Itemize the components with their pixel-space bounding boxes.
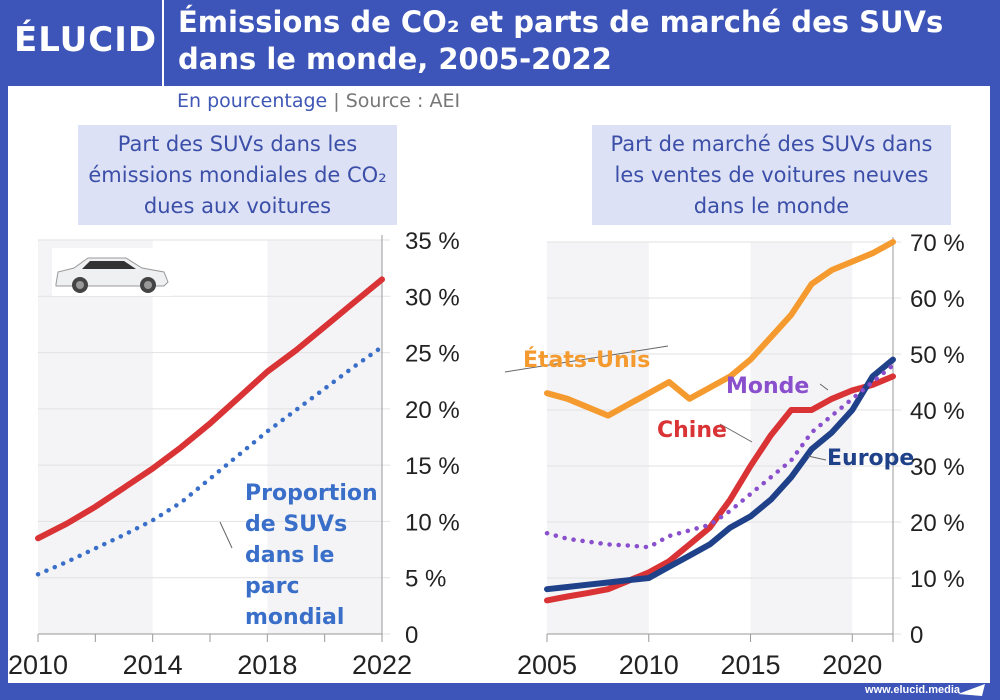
left-chart-title: Part des SUVs dans les émissions mondial… bbox=[78, 125, 397, 225]
footer-logo-icon bbox=[958, 684, 985, 696]
leader-line bbox=[504, 345, 669, 373]
y-tick-label: 30 % bbox=[910, 454, 965, 481]
background-band bbox=[547, 242, 649, 634]
label-chine: Chine bbox=[657, 418, 727, 443]
x-tick-label: 2010 bbox=[619, 650, 679, 680]
series-line-proportion-de-suvs-dans-le-parc-mondial bbox=[35, 344, 385, 577]
y-tick-label: 20 % bbox=[910, 510, 965, 537]
background-band bbox=[267, 240, 382, 634]
series-line--tats-unis bbox=[544, 239, 896, 419]
label-etats-unis: États-Unis bbox=[523, 348, 651, 373]
series-line-monde bbox=[544, 362, 896, 550]
y-tick-label: 20 % bbox=[405, 397, 460, 424]
label-monde: Monde bbox=[726, 374, 810, 399]
background-band bbox=[38, 240, 153, 634]
y-tick-label: 35 % bbox=[405, 228, 460, 255]
x-tick-label: 2005 bbox=[517, 650, 577, 680]
y-tick-label: 10 % bbox=[405, 509, 460, 536]
leader-line bbox=[819, 383, 829, 391]
x-tick-label: 2018 bbox=[237, 650, 297, 680]
label-europe: Europe bbox=[827, 446, 915, 471]
x-tick-label: 2010 bbox=[8, 650, 68, 680]
label-proportion: Proportion de SUVs dans le parc mondial bbox=[245, 481, 378, 630]
header-divider bbox=[162, 0, 164, 86]
y-tick-label: 40 % bbox=[910, 398, 965, 425]
y-tick-label: 60 % bbox=[910, 286, 965, 313]
y-tick-label: 50 % bbox=[910, 342, 965, 369]
subtitle-separator: | bbox=[333, 90, 340, 112]
y-tick-label: 25 % bbox=[405, 341, 460, 368]
subtitle-unit: En pourcentage bbox=[177, 90, 328, 112]
page-title: Émissions de CO₂ et parts de marché des … bbox=[178, 4, 943, 78]
elucid-logo: ÉLUCID bbox=[14, 20, 158, 60]
x-tick-label: 2014 bbox=[123, 650, 183, 680]
y-tick-label: 10 % bbox=[910, 566, 965, 593]
subtitle-source: Source : AEI bbox=[345, 90, 461, 112]
y-tick-label: 0 bbox=[910, 622, 923, 649]
leader-line bbox=[807, 455, 827, 461]
right-chart-title: Part de marché des SUVs dans les ventes … bbox=[592, 125, 951, 225]
y-tick-label: 15 % bbox=[405, 453, 460, 480]
y-tick-label: 5 % bbox=[405, 566, 446, 593]
leader-line bbox=[719, 423, 753, 443]
footer-url: www.elucid.media bbox=[865, 684, 960, 696]
subtitle: En pourcentage | Source : AEI bbox=[177, 90, 460, 112]
suv-car-icon bbox=[52, 248, 172, 296]
y-tick-label: 0 bbox=[405, 622, 418, 649]
y-tick-label: 30 % bbox=[405, 284, 460, 311]
x-tick-label: 2015 bbox=[720, 650, 780, 680]
series-line-chine bbox=[544, 373, 896, 604]
series-line-europe bbox=[544, 356, 896, 593]
series-line-emissions bbox=[35, 276, 385, 542]
title-line-1: Émissions de CO₂ et parts de marché des … bbox=[178, 5, 944, 39]
x-tick-label: 2020 bbox=[822, 650, 882, 680]
title-line-2: dans le monde, 2005-2022 bbox=[178, 42, 612, 76]
y-tick-label: 70 % bbox=[910, 230, 965, 257]
leader-line bbox=[219, 521, 233, 549]
x-tick-label: 2022 bbox=[352, 650, 412, 680]
